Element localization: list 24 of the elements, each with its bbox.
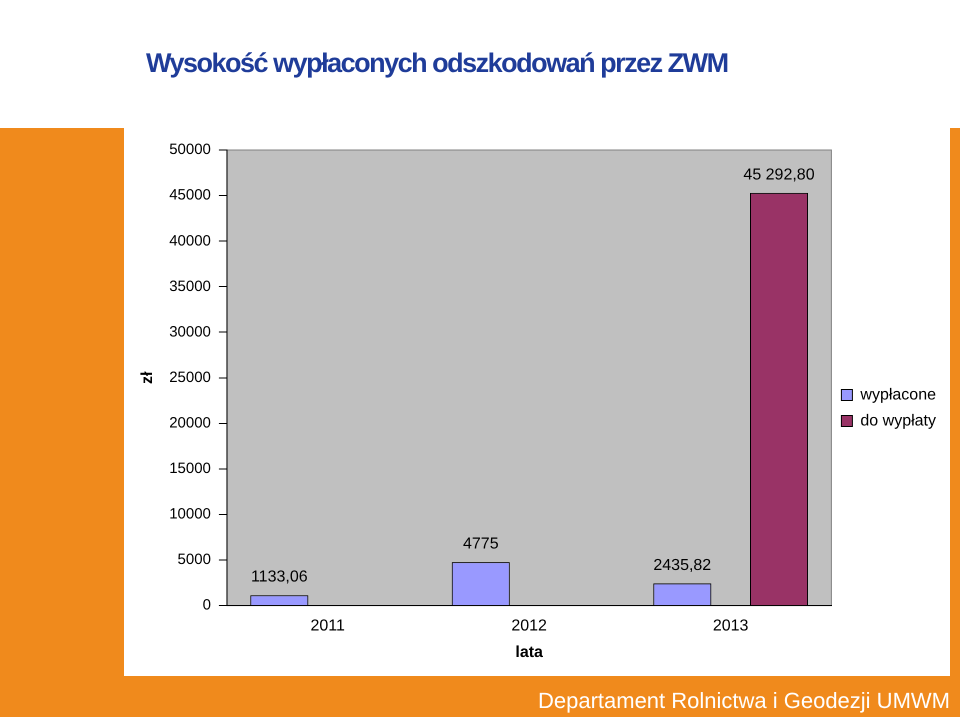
data-label: 1133,06: [250, 568, 308, 586]
x-tick-label: 2013: [712, 618, 749, 635]
y-tick-label: 40000: [169, 232, 211, 250]
y-tick-label: 0: [202, 596, 211, 614]
y-tick-label: 25000: [169, 368, 211, 386]
legend-label: do wypłaty: [860, 412, 936, 430]
y-tick-label: 15000: [169, 460, 211, 478]
y-tick-label: 35000: [169, 278, 211, 295]
y-tick-label: 30000: [169, 323, 211, 340]
x-tick-label: 2012: [511, 618, 548, 635]
data-label: 4775: [463, 535, 499, 552]
data-label: 45 292,80: [743, 166, 815, 184]
y-tick-label: 50000: [169, 141, 211, 158]
text: Departament Rolnictwa i Geodezji UMWM: [538, 688, 950, 714]
x-axis-title: lata: [515, 644, 544, 661]
data-label: 2435,82: [653, 556, 712, 574]
x-tick-label: 2011: [310, 618, 345, 635]
y-axis-title: zł: [139, 371, 156, 384]
y-tick-label: 45000: [169, 186, 211, 204]
legend-label: wypłacone: [859, 386, 936, 404]
y-tick-label: 5000: [178, 551, 211, 568]
y-tick-label: 20000: [169, 414, 211, 432]
y-tick-label: 10000: [169, 506, 211, 523]
chart-title: Wysokość wypłaconych odszkodowań przez ZWM: [146, 48, 728, 79]
